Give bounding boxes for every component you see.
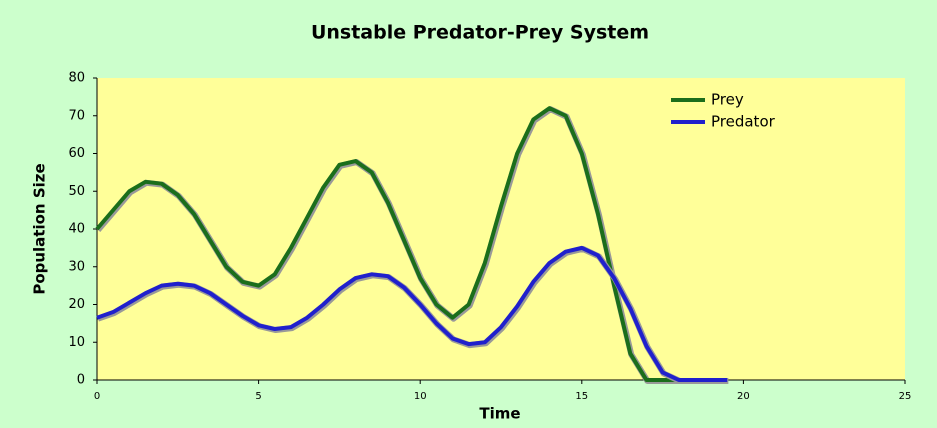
x-tick-label: 5 bbox=[255, 391, 261, 402]
y-tick-label: 80 bbox=[68, 71, 85, 86]
x-tick-label: 20 bbox=[737, 391, 750, 402]
legend-label: Predator bbox=[711, 113, 776, 131]
y-tick-label: 10 bbox=[68, 335, 85, 350]
legend-label: Prey bbox=[711, 91, 744, 109]
line bbox=[96, 245, 728, 382]
chart-title: Unstable Predator-Prey System bbox=[311, 22, 649, 44]
x-tick-label: 15 bbox=[575, 391, 588, 402]
y-tick-label: 40 bbox=[68, 222, 85, 237]
x-tick-label: 10 bbox=[414, 391, 427, 402]
y-tick-label: 60 bbox=[68, 146, 85, 161]
x-tick-label: 0 bbox=[94, 391, 100, 402]
y-tick-label: 20 bbox=[68, 297, 85, 312]
y-tick-label: 0 bbox=[77, 373, 85, 388]
x-axis-label: Time bbox=[479, 405, 520, 423]
y-tick-label: 30 bbox=[68, 259, 85, 274]
y-tick-label: 50 bbox=[68, 184, 85, 199]
y-tick-label: 70 bbox=[68, 108, 85, 123]
y-axis-label: Population Size bbox=[31, 163, 49, 294]
legend-box bbox=[665, 88, 803, 136]
line bbox=[95, 106, 728, 382]
x-tick-label: 25 bbox=[899, 391, 912, 402]
